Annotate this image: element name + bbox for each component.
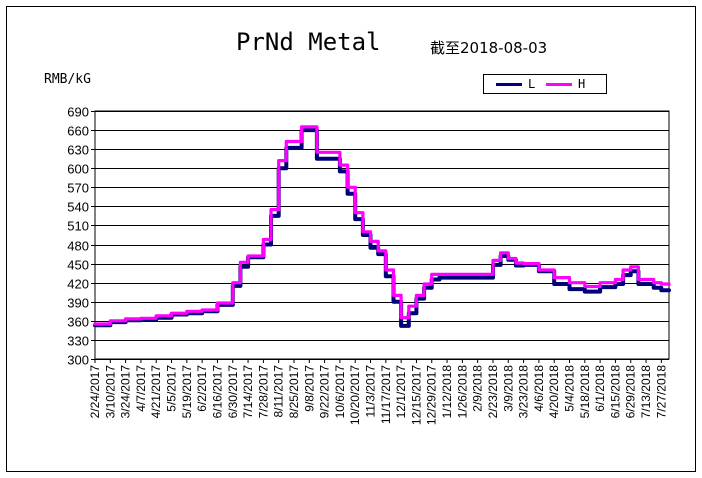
series-lines: [93, 125, 671, 328]
x-tick-label: 4/20/2018: [547, 365, 561, 419]
y-tick-label: 450: [67, 258, 89, 273]
x-tick-label: 7/27/2018: [654, 365, 668, 419]
y-tick-label: 330: [67, 334, 89, 349]
grid: [94, 110, 670, 360]
x-tick-label: 4/6/2018: [532, 365, 546, 412]
x-tick-label: 7/14/2017: [241, 365, 255, 419]
y-tick-label: 660: [67, 124, 89, 139]
x-tick-label: 12/29/2017: [425, 365, 439, 425]
x-tick-label: 3/10/2017: [103, 365, 117, 419]
x-tick-label: 6/16/2017: [210, 365, 224, 419]
y-tick-label: 390: [67, 296, 89, 311]
x-tick-label: 2/23/2018: [486, 365, 500, 419]
legend-swatch-h: [546, 83, 572, 86]
y-axis: 300 330 360 390 420 450 480 510 540 570 600 630 660 6…: [67, 105, 95, 368]
x-tick-label: 3/24/2017: [119, 365, 133, 419]
x-tick-label: 6/2/2017: [195, 365, 209, 412]
x-tick-label: 5/18/2018: [578, 365, 592, 419]
chart-title: PrNd Metal: [236, 28, 381, 56]
x-tick-label: 8/11/2017: [272, 365, 286, 418]
x-tick-label: 12/1/2017: [394, 365, 408, 419]
x-tick-label: 4/21/2017: [149, 365, 163, 419]
x-tick-label: 7/13/2018: [639, 365, 653, 419]
y-tick-label: 630: [67, 143, 89, 158]
x-tick-label: 11/3/2017: [364, 365, 378, 418]
legend-swatch-l: [496, 83, 522, 86]
x-tick-label: 1/12/2018: [440, 365, 454, 419]
x-tick-label: 5/4/2018: [563, 365, 577, 412]
y-tick-label: 360: [67, 315, 89, 330]
x-tick-label: 7/28/2017: [256, 365, 270, 419]
y-tick-label: 600: [67, 162, 89, 177]
y-axis-unit-label: RMB/kG: [44, 72, 91, 87]
y-tick-label: 570: [67, 181, 89, 196]
series-line-h: [93, 125, 671, 326]
y-tick-label: 510: [67, 219, 89, 234]
x-tick-label: 2/9/2018: [471, 365, 485, 412]
x-tick-label: 4/7/2017: [134, 365, 148, 412]
series-line-l: [93, 128, 671, 328]
x-tick-label: 10/6/2017: [333, 365, 347, 419]
x-tick-label: 12/15/2017: [409, 365, 423, 425]
x-tick-label: 1/26/2018: [455, 365, 469, 419]
x-tick-label: 5/5/2017: [165, 365, 179, 412]
y-tick-label: 300: [67, 353, 89, 368]
x-tick-label: 6/30/2017: [226, 365, 240, 419]
legend-label-h: H: [578, 77, 586, 91]
x-tick-label: 3/9/2018: [501, 365, 515, 412]
x-tick-label: 8/25/2017: [287, 365, 301, 419]
x-tick-label: 9/8/2017: [302, 365, 316, 412]
x-axis: 2/24/2017 3/10/2017 3/24/2017 4/7/2017 4/21/…: [88, 359, 668, 425]
x-tick-label: 3/23/2018: [517, 365, 531, 419]
y-tick-label: 540: [67, 200, 89, 215]
x-tick-label: 10/20/2017: [348, 365, 362, 425]
x-tick-label: 2/24/2017: [88, 365, 102, 419]
y-tick-label: 480: [67, 239, 89, 254]
x-tick-label: 6/15/2018: [608, 365, 622, 419]
x-tick-label: 5/19/2017: [180, 365, 194, 419]
x-tick-label: 6/1/2018: [593, 365, 607, 412]
x-tick-label: 6/29/2018: [624, 365, 638, 419]
x-tick-label: 11/17/2017: [379, 365, 393, 424]
legend: L H: [483, 74, 607, 94]
x-tick-label: 9/22/2017: [318, 365, 332, 419]
y-tick-label: 690: [67, 105, 89, 120]
chart-subtitle: 截至2018-08-03: [430, 39, 548, 57]
legend-label-l: L: [528, 77, 536, 91]
y-tick-label: 420: [67, 277, 89, 292]
